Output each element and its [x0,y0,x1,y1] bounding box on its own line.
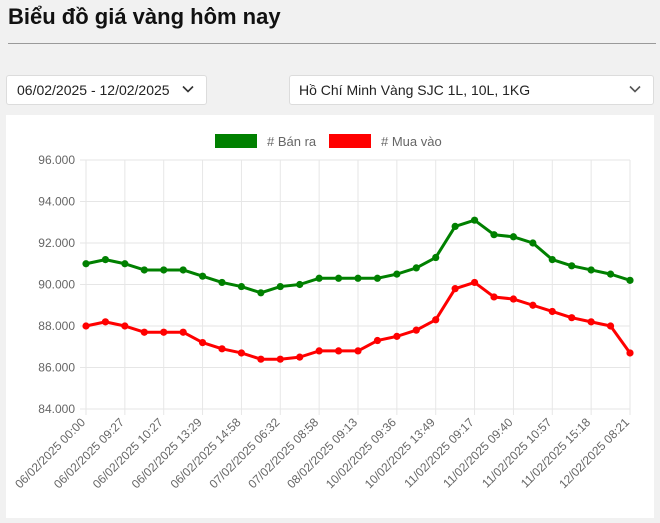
y-tick-label: 88.000 [38,319,75,333]
data-point [218,278,226,287]
data-point [198,339,207,347]
data-point [140,266,148,274]
legend-swatch [329,134,371,148]
data-point [121,322,129,330]
legend-label: # Bán ra [267,134,317,149]
data-point [257,355,265,363]
data-point [587,318,595,326]
chevron-down-icon [182,85,194,93]
data-point [237,282,246,291]
date-range-select[interactable]: 06/02/2025 - 12/02/2025 [6,75,207,105]
data-point [509,233,518,241]
x-tick-label: 06/02/2025 10:27 [90,415,166,491]
y-axis: 84.000 86.000 88.000 90.000 92.000 94.000 96.0… [38,153,75,416]
data-point [296,353,304,361]
data-point [451,285,459,293]
x-tick-label: 12/02/2025 08:21 [556,415,632,491]
data-point [198,272,207,280]
y-tick-label: 96.000 [38,153,75,167]
data-point [334,274,343,282]
data-point [606,270,615,278]
data-point [257,289,265,297]
data-point [315,347,323,355]
data-point [432,316,440,324]
data-point [334,347,343,355]
y-tick-label: 84.000 [38,402,75,416]
chevron-down-icon [629,85,641,93]
data-point [568,262,576,270]
data-point [160,266,168,274]
data-point [490,293,498,301]
data-point [315,274,323,282]
data-point [140,328,148,336]
data-point [548,256,556,264]
series-lines [82,216,634,363]
data-point [568,314,576,322]
data-point [218,345,226,353]
data-point [470,216,479,224]
x-tick-label: 11/02/2025 15:18 [518,415,594,491]
data-point [82,322,90,330]
data-point [470,278,479,287]
legend-swatch [215,134,257,148]
y-tick-label: 92.000 [38,236,75,250]
data-point [490,231,498,239]
data-point [412,326,420,334]
x-tick-label: 11/02/2025 10:57 [479,415,555,491]
title-divider [8,43,656,44]
x-tick-label: 07/02/2025 08:58 [245,415,321,491]
x-tick-label: 06/02/2025 00:00 [12,415,88,491]
data-point [548,307,556,316]
data-point [82,260,90,268]
date-range-value: 06/02/2025 - 12/02/2025 [17,82,170,98]
data-point [179,328,187,336]
data-point [393,332,401,340]
x-tick-label: 10/02/2025 09:36 [323,415,399,491]
page-title: Biểu đồ giá vàng hôm nay [8,4,281,29]
data-point [412,264,420,272]
price-line-chart: 84.000 86.000 88.000 90.000 92.000 94.000 96.0… [12,134,634,491]
y-tick-label: 90.000 [38,278,75,292]
data-point [121,260,129,268]
x-tick-label: 08/02/2025 09:13 [284,415,360,491]
data-point [606,322,615,330]
x-tick-label: 11/02/2025 09:17 [401,415,477,491]
data-point [296,280,304,289]
x-tick-label: 07/02/2025 06:32 [206,415,282,491]
data-point [373,274,382,282]
x-tick-label: 11/02/2025 09:40 [440,415,516,491]
data-point [276,355,284,363]
grid-lines [80,159,631,415]
data-point [354,274,362,282]
data-point [626,276,634,284]
x-tick-label: 06/02/2025 13:29 [129,415,205,491]
data-point [373,336,382,345]
x-tick-label: 06/02/2025 09:27 [51,415,127,491]
data-point [179,266,187,274]
y-tick-label: 86.000 [38,361,75,375]
x-tick-label: 10/02/2025 13:49 [362,415,438,491]
data-point [276,282,284,291]
data-point [451,222,459,230]
y-tick-label: 94.000 [38,195,75,209]
data-point [432,253,440,262]
legend-label: # Mua vào [381,134,442,149]
product-select[interactable]: Hồ Chí Minh Vàng SJC 1L, 10L, 1KG [289,75,654,105]
data-point [160,328,168,336]
data-point [101,318,110,326]
data-point [626,349,634,357]
data-point [529,239,537,247]
product-value: Hồ Chí Minh Vàng SJC 1L, 10L, 1KG [299,82,531,98]
data-point [393,270,401,278]
chart-legend: # Bán ra # Mua vào [215,134,442,149]
data-point [237,349,246,357]
x-tick-label: 06/02/2025 14:58 [168,415,244,491]
data-point [529,301,537,309]
data-point [354,347,362,355]
data-point [101,256,110,264]
data-point [587,266,595,274]
chart-container: 84.000 86.000 88.000 90.000 92.000 94.000 96.0… [6,115,654,518]
data-point [509,295,518,303]
